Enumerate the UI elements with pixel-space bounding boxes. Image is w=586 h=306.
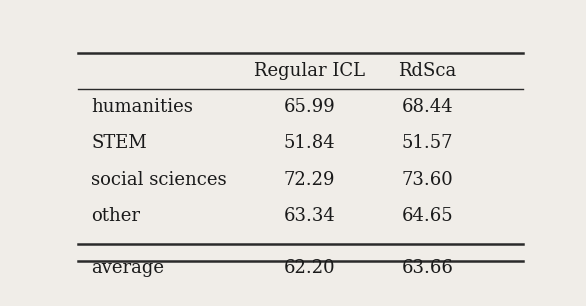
Text: 65.99: 65.99 [284, 98, 335, 116]
Text: 72.29: 72.29 [284, 171, 335, 189]
Text: 51.84: 51.84 [284, 134, 335, 152]
Text: 73.60: 73.60 [401, 171, 454, 189]
Text: social sciences: social sciences [91, 171, 227, 189]
Text: 68.44: 68.44 [401, 98, 454, 116]
Text: 63.34: 63.34 [284, 207, 335, 226]
Text: 62.20: 62.20 [284, 259, 335, 277]
Text: average: average [91, 259, 165, 277]
Text: 64.65: 64.65 [401, 207, 454, 226]
Text: RdSca: RdSca [398, 62, 456, 80]
Text: 51.57: 51.57 [402, 134, 453, 152]
Text: humanities: humanities [91, 98, 193, 116]
Text: STEM: STEM [91, 134, 147, 152]
Text: 63.66: 63.66 [401, 259, 454, 277]
Text: Regular ICL: Regular ICL [254, 62, 365, 80]
Text: other: other [91, 207, 141, 226]
